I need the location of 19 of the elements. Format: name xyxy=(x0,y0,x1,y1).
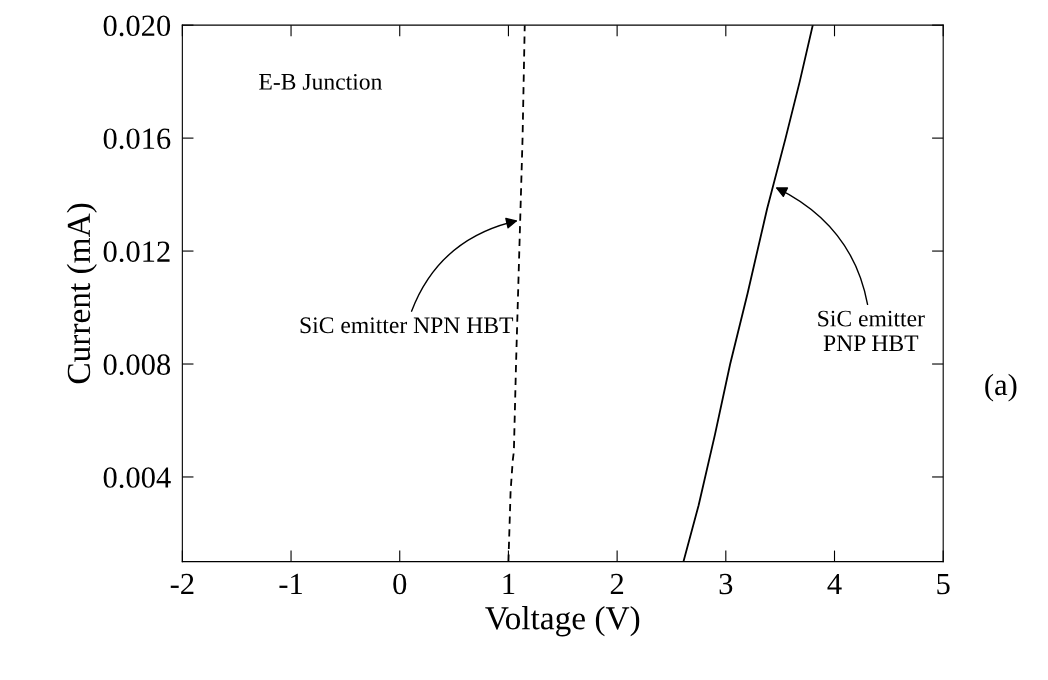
x-tick-label: 2 xyxy=(610,573,624,594)
y-axis-title: Current (mA) xyxy=(66,203,97,384)
x-tick-label: 5 xyxy=(937,573,950,595)
text: (a) xyxy=(985,373,1017,402)
x-tick-label: 1 xyxy=(503,573,515,594)
x-tick-label: 0 xyxy=(393,573,407,595)
annotation: E-B Junction xyxy=(259,73,383,90)
annotation: SiC emitter NPN HBT xyxy=(300,317,514,334)
x-tick-label: -2 xyxy=(170,573,194,594)
y-tick-label: 0.008 xyxy=(103,354,171,376)
y-tick-label: 0.016 xyxy=(103,128,171,150)
y-tick-label: 0.004 xyxy=(103,467,171,488)
annotation: SiC emitter PNP HBT xyxy=(818,310,925,352)
x-tick-label: 4 xyxy=(827,573,842,594)
x-axis-title: Voltage (V) xyxy=(485,606,640,637)
y-tick-label: 0.012 xyxy=(103,241,170,263)
x-tick-label: 3 xyxy=(719,573,733,595)
y-tick-label: 0.020 xyxy=(103,15,171,37)
x-tick-label: -1 xyxy=(279,573,302,594)
